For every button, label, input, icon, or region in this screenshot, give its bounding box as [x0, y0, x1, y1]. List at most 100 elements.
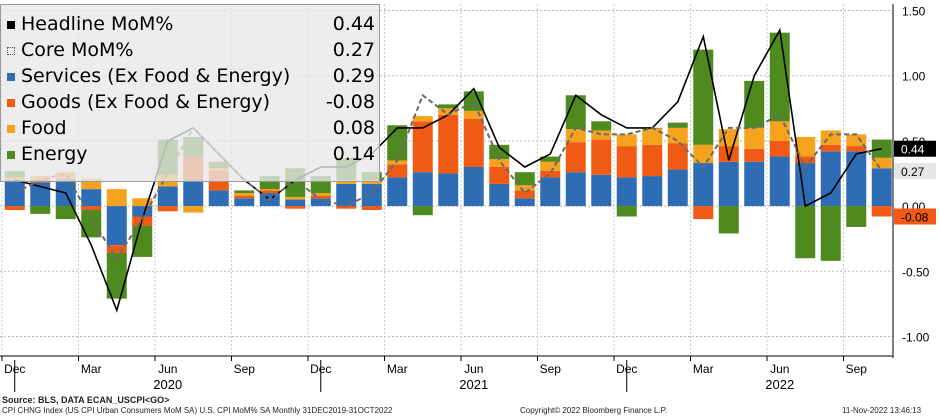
bar-segment — [412, 172, 433, 207]
bar-segment — [336, 183, 357, 207]
bar-segment — [820, 144, 841, 152]
bar-segment — [285, 199, 306, 207]
y-tick-label: -0.50 — [902, 265, 930, 279]
bar-segment — [540, 156, 561, 162]
bar-segment — [795, 163, 816, 207]
bar-segment — [667, 127, 688, 144]
bar-segment — [693, 163, 714, 207]
bar-segment — [769, 140, 790, 157]
last-value-text: 0.44 — [901, 143, 925, 157]
bar-segment — [846, 146, 867, 152]
bar-segment — [106, 189, 127, 207]
y-tick-label: -1.00 — [902, 330, 930, 344]
bar-segment — [463, 118, 484, 167]
bar-segment — [361, 183, 382, 207]
bar-segment — [616, 146, 637, 178]
bar-segment — [591, 139, 612, 175]
bar-segment — [795, 136, 816, 157]
last-value-labels: 0.440.27-0.080.140.290.08 — [894, 123, 936, 225]
bar-segment — [514, 198, 535, 207]
y-tick-label: 1.50 — [902, 5, 926, 19]
x-tick-label: Mar — [693, 362, 714, 376]
bar-segment — [183, 180, 204, 207]
bar-segment — [769, 32, 790, 122]
bar-segment — [106, 253, 127, 299]
bar-segment — [565, 172, 586, 207]
bar-segment — [81, 189, 102, 207]
x-tick-label: Mar — [387, 362, 408, 376]
bar-segment — [616, 134, 637, 147]
bar-segment — [285, 196, 306, 200]
legend-swatch-food — [7, 125, 15, 133]
bar-segment — [514, 185, 535, 191]
bar-segment — [667, 169, 688, 207]
bar-segment — [4, 180, 25, 207]
last-value-box — [894, 162, 936, 179]
x-tick-label: Jun — [770, 362, 789, 376]
bar-segment — [157, 186, 178, 207]
x-tick-label: Jun — [464, 362, 483, 376]
bar-segment — [438, 114, 459, 174]
bar-segment — [846, 134, 867, 147]
bar-segment — [489, 183, 510, 207]
year-label: 2020 — [153, 377, 182, 392]
x-tick-label: Mar — [81, 362, 102, 376]
ticker-description: CPI CHNG Index (US CPI Urban Consumers M… — [2, 406, 393, 415]
legend-label-goods: Goods (Ex Food & Energy) — [21, 91, 271, 113]
last-value-text: 0.27 — [901, 165, 925, 179]
legend-row-core: Core MoM% 0.27 — [7, 39, 379, 64]
legend-swatch-energy — [7, 151, 15, 159]
bar-segment — [30, 206, 51, 214]
bar-segment — [259, 190, 280, 194]
bar-segment — [795, 206, 816, 259]
legend-value-energy: 0.14 — [332, 143, 375, 165]
bar-segment — [744, 80, 765, 128]
bar-segment — [81, 206, 102, 210]
legend-swatch-goods — [7, 99, 15, 107]
bar-segment — [565, 95, 586, 130]
bar-segment — [514, 172, 535, 186]
bar-segment — [412, 121, 433, 173]
bar-segment — [412, 206, 433, 216]
legend-row-energy: Energy 0.14 — [7, 143, 379, 168]
bar-segment — [361, 206, 382, 210]
bar-segment — [744, 161, 765, 207]
legend-row-goods: Goods (Ex Food & Energy) -0.08 — [7, 91, 379, 116]
year-label: 2022 — [765, 377, 794, 392]
bar-segment — [234, 195, 255, 199]
legend-label-food: Food — [21, 117, 67, 139]
bar-segment — [871, 168, 892, 207]
bar-segment — [820, 206, 841, 261]
bar-segment — [438, 108, 459, 115]
bar-segment — [769, 156, 790, 207]
last-value-hidden-text: 0.08 — [901, 123, 925, 137]
legend-label-services: Services (Ex Food & Energy) — [21, 65, 291, 87]
legend: Headline MoM% 0.44 Core MoM% 0.27 Servic… — [0, 4, 380, 182]
bar-segment — [183, 206, 204, 213]
bar-segment — [871, 206, 892, 217]
bar-segment — [540, 170, 561, 178]
legend-row-food: Food 0.08 — [7, 117, 379, 142]
bar-segment — [693, 206, 714, 220]
bar-segment — [565, 129, 586, 143]
bar-segment — [667, 122, 688, 128]
bar-segment — [208, 190, 229, 207]
core-line — [14, 93, 883, 261]
bar-segment — [744, 127, 765, 149]
x-tick-label: Sep — [846, 362, 868, 376]
last-value-box — [894, 140, 936, 157]
legend-value-goods: -0.08 — [325, 91, 375, 113]
bar-segment — [4, 206, 25, 210]
source-note: Source: BLS, DATA ECAN_USCPI<GO> — [2, 395, 170, 405]
bar-segment — [106, 206, 127, 246]
bar-segment — [387, 164, 408, 178]
bar-segment — [591, 174, 612, 207]
bar-segment — [718, 161, 739, 207]
bar-segment — [310, 195, 331, 199]
bar-segment — [234, 193, 255, 196]
bar-segment — [871, 157, 892, 169]
bar-segment — [336, 206, 357, 209]
bar-segment — [463, 166, 484, 207]
legend-swatch-headline — [7, 21, 15, 29]
bar-segment — [642, 127, 663, 145]
